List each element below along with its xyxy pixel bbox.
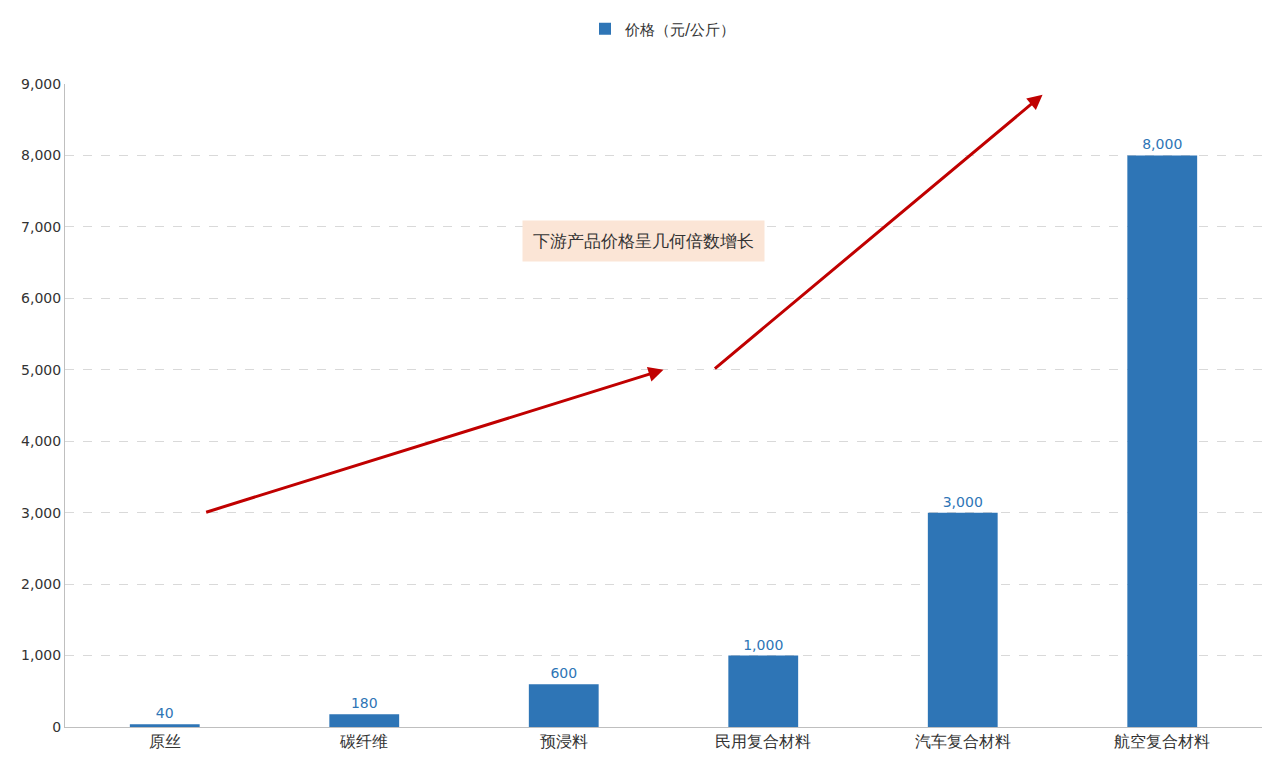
svg-text:碳纤维: 碳纤维 bbox=[339, 732, 388, 751]
svg-text:原丝: 原丝 bbox=[149, 732, 181, 751]
svg-text:180: 180 bbox=[351, 695, 378, 711]
svg-text:2,000: 2,000 bbox=[21, 576, 61, 592]
svg-text:航空复合材料: 航空复合材料 bbox=[1114, 732, 1210, 751]
svg-text:1,000: 1,000 bbox=[743, 637, 783, 653]
svg-text:8,000: 8,000 bbox=[1142, 136, 1182, 152]
svg-text:0: 0 bbox=[52, 719, 61, 735]
svg-text:汽车复合材料: 汽车复合材料 bbox=[915, 732, 1011, 751]
svg-text:8,000: 8,000 bbox=[21, 147, 61, 163]
svg-text:1,000: 1,000 bbox=[21, 647, 61, 663]
svg-text:600: 600 bbox=[550, 665, 577, 681]
svg-text:3,000: 3,000 bbox=[943, 494, 983, 510]
svg-text:9,000: 9,000 bbox=[21, 76, 61, 92]
svg-text:价格（元/公斤）: 价格（元/公斤） bbox=[624, 21, 735, 39]
svg-text:7,000: 7,000 bbox=[21, 219, 61, 235]
svg-text:4,000: 4,000 bbox=[21, 433, 61, 449]
svg-text:5,000: 5,000 bbox=[21, 362, 61, 378]
svg-text:3,000: 3,000 bbox=[21, 505, 61, 521]
svg-text:民用复合材料: 民用复合材料 bbox=[715, 732, 811, 751]
svg-text:6,000: 6,000 bbox=[21, 290, 61, 306]
svg-text:下游产品价格呈几何倍数增长: 下游产品价格呈几何倍数增长 bbox=[533, 231, 754, 251]
svg-text:预浸料: 预浸料 bbox=[540, 732, 588, 751]
svg-text:40: 40 bbox=[156, 705, 174, 721]
